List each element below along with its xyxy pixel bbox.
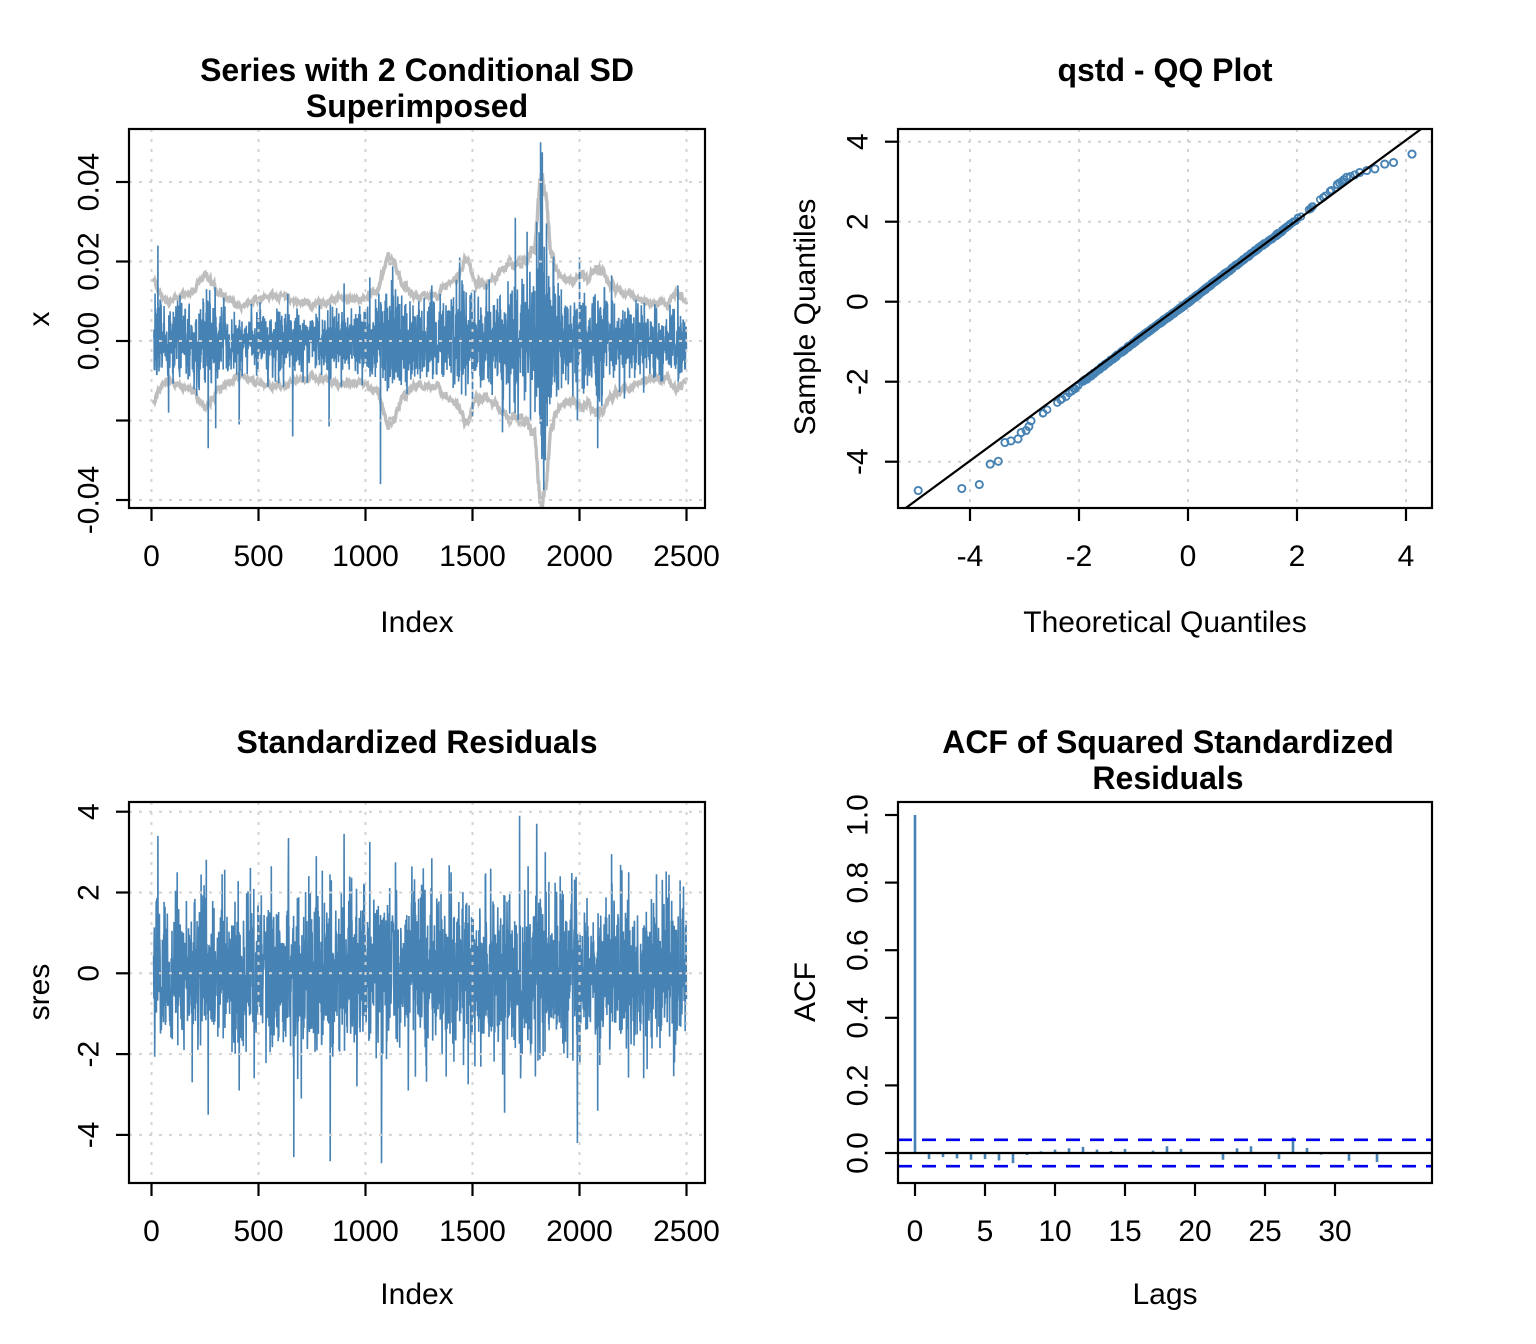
panel-title-qq: qstd - QQ Plot [1057,52,1273,88]
y-tick-label: -2 [73,1041,106,1068]
x-tick-label: 0 [143,1215,160,1248]
x-tick-label: -2 [1066,540,1093,573]
x-tick-label: 2000 [546,1215,613,1248]
y-tick-label: 0.2 [842,1065,875,1107]
x-tick-label: 1000 [332,540,399,573]
panel-title-residuals: Standardized Residuals [236,724,598,760]
qq-points [913,141,1455,496]
qq-outlier-point [913,485,923,496]
x-tick-label: 500 [233,1215,283,1248]
y-tick-label: 2 [73,884,106,901]
x-tick-label: 1500 [439,540,506,573]
y-tick-label: 4 [73,803,106,820]
x-axis-title-qq: Theoretical Quantiles [1023,606,1307,639]
x-tick-label: 1500 [439,1215,506,1248]
conditional-sd-upper-band [151,172,689,316]
axes-panel-0: 0 500 1000 1500 2000 2500 0.04 0.02 0.00 -0.04 [73,127,720,573]
panel-title-acf: ACF of Squared Standardized Residuals [942,724,1394,796]
qq-outlier-point [985,459,995,469]
y-tick-label: 0.0 [842,1132,875,1174]
y-tick-label: 0.00 [73,312,106,370]
qq-outlier-point [1407,149,1417,159]
qq-outlier-point [1026,416,1036,426]
x-tick-label: 0 [907,1215,924,1248]
qq-outlier-point [974,479,984,490]
series-plot-area [151,142,689,508]
x-tick-label: 1000 [332,1215,399,1248]
x-tick-label: 0 [1180,540,1197,573]
acf-bars [913,815,1379,1164]
y-tick-label: 2 [842,213,875,230]
y-axis-title-acf: ACF [789,962,822,1022]
qq-outlier-point [1380,159,1390,169]
x-tick-label: -4 [957,540,984,573]
x-tick-label: 4 [1398,540,1415,573]
y-tick-label: -4 [73,1122,106,1149]
y-axis-title-residuals: sres [23,963,56,1021]
x-axis-title-residuals: Index [380,1278,454,1311]
grid-panel-residuals [129,802,705,1183]
x-axis-title-series: Index [380,606,454,639]
x-tick-label: 2 [1289,540,1306,573]
y-tick-label: 0.6 [842,929,875,971]
y-tick-label: -4 [842,448,875,475]
y-tick-label: 0 [73,965,106,982]
x-axis-title-acf: Lags [1132,1278,1198,1311]
x-tick-label: 25 [1248,1215,1281,1248]
y-tick-label: 0 [842,293,875,310]
y-tick-label: 0.4 [842,997,875,1039]
x-tick-label: 0 [143,540,160,573]
x-tick-label: 2000 [546,540,613,573]
residuals-plot-area [152,815,688,1164]
qq-outlier-point [993,456,1003,466]
x-tick-label: 10 [1038,1215,1071,1248]
y-tick-label: 1.0 [842,794,875,836]
y-tick-label: 0.8 [842,862,875,904]
returns-series-line [152,142,688,491]
x-tick-label: 2500 [653,1215,720,1248]
x-tick-label: 30 [1318,1215,1351,1248]
qq-outlier-point [1016,427,1026,438]
axes-panel-3: 0 5 10 15 20 25 30 1.0 0.8 0.6 0.4 0.2 0.0 [842,794,1434,1248]
x-tick-label: 2500 [653,540,720,573]
y-axis-title-series: x [23,311,56,327]
qq-reference-line [903,129,1424,508]
y-tick-label: -0.04 [73,466,106,534]
axes-panel-1: -4 -2 0 2 4 4 2 0 -2 -4 [842,127,1434,573]
x-tick-label: 20 [1178,1215,1211,1248]
qq-outlier-point [1332,179,1342,190]
x-tick-label: 5 [977,1215,994,1248]
panel-title-series: Series with 2 Conditional SD Superimpose… [200,52,634,124]
y-tick-label: 0.02 [73,232,106,290]
qq-outlier-point [1448,141,1455,148]
axes-panel-2: 0 500 1000 1500 2000 2500 4 2 0 -2 -4 [73,800,720,1248]
qq-outlier-point [1388,157,1399,168]
y-tick-label: 4 [842,133,875,150]
residuals-series-line [152,815,688,1164]
y-tick-label: 0.04 [73,153,106,211]
qq-outlier-point [957,483,967,494]
x-tick-label: 500 [233,540,283,573]
qq-outlier-point [1370,164,1380,174]
y-tick-label: -2 [842,368,875,395]
grid-panel-series [129,129,705,508]
x-tick-label: 15 [1108,1215,1141,1248]
y-axis-title-qq: Sample Quantiles [789,198,822,436]
conditional-sd-lower-band [151,366,689,508]
